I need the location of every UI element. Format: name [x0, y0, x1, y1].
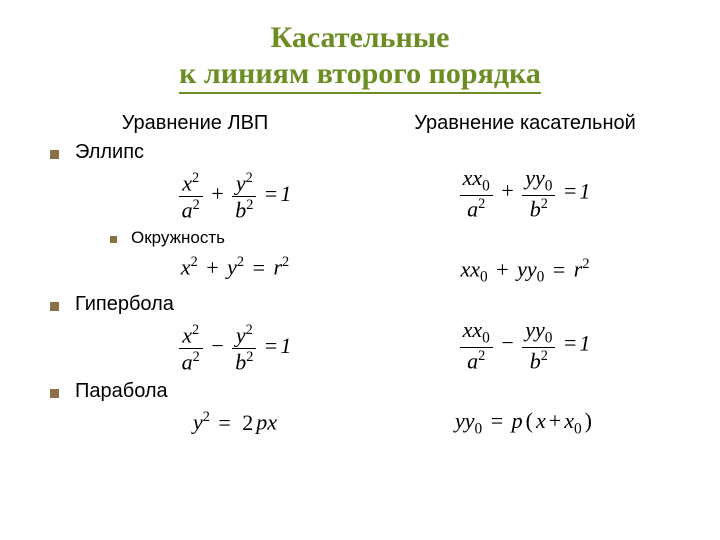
- hyperbola-label: Гипербола: [75, 293, 174, 315]
- parabola-tangent-formula: yy0 = p(x+x0): [360, 402, 690, 444]
- circle-lvp-formula: x2 + y2 = r2: [30, 248, 360, 286]
- ellipse-lvp-formula: x2a2 + y2b2 =1: [30, 164, 360, 228]
- bullet-icon: [50, 150, 59, 159]
- ellipse-tangent-formula: xx0a2 + yy0b2 =1: [360, 159, 690, 228]
- bullet-icon: [50, 302, 59, 311]
- header-lvp: Уравнение ЛВП: [30, 112, 360, 135]
- hyperbola-lvp-formula: x2a2 − y2b2 =1: [30, 316, 360, 380]
- parabola-label: Парабола: [75, 380, 168, 402]
- title-line-2: к линиям второго порядка: [179, 57, 541, 90]
- page-title: Касательные к линиям второго порядка: [179, 20, 541, 94]
- circle-tangent-formula: xx0 + yy0 = r2: [360, 250, 690, 293]
- circle-label: Окружность: [131, 228, 225, 247]
- ellipse-label: Эллипс: [75, 141, 144, 163]
- column-headers: Уравнение ЛВП Уравнение касательной: [30, 112, 690, 135]
- header-tangent: Уравнение касательной: [360, 112, 690, 135]
- bullet-icon: [110, 236, 117, 243]
- title-line-1: Касательные: [270, 21, 449, 54]
- parabola-lvp-formula: y2 = 2px: [30, 403, 360, 441]
- bullet-icon: [50, 389, 59, 398]
- hyperbola-tangent-formula: xx0a2 − yy0b2 =1: [360, 311, 690, 380]
